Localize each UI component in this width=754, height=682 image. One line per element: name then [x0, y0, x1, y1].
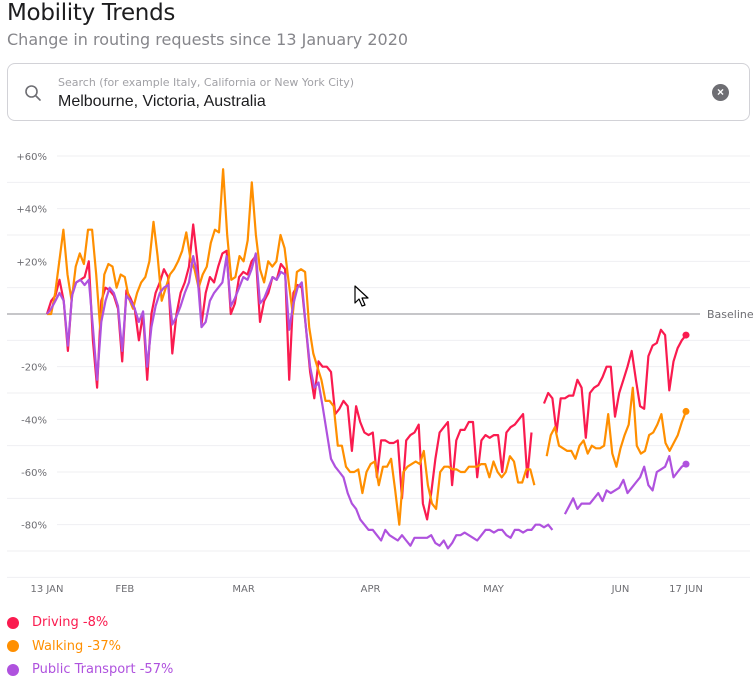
search-box[interactable]: Search (for example Italy, California or…	[7, 63, 750, 121]
y-tick-label: +40%	[16, 205, 47, 216]
series-line-walking	[545, 386, 688, 468]
page-subtitle: Change in routing requests since 13 Janu…	[7, 30, 409, 49]
search-icon	[24, 84, 42, 107]
y-tick-label: -20%	[21, 363, 47, 374]
transit-dot-icon	[7, 663, 19, 676]
y-tick-label: -80%	[21, 521, 47, 532]
series-line-driving	[542, 328, 687, 439]
walking-dot-icon	[7, 640, 19, 653]
series-end-point	[682, 331, 690, 339]
legend: Driving -8% Walking -37% Public Transpor…	[7, 611, 173, 682]
series-line-public-transport	[563, 455, 687, 515]
y-tick-label: -40%	[21, 415, 47, 426]
driving-dot-icon	[7, 616, 19, 629]
legend-item-driving[interactable]: Driving -8%	[7, 611, 173, 635]
mouse-cursor-icon	[354, 285, 370, 314]
x-tick-label: FEB	[115, 584, 134, 595]
series-lines	[45, 168, 690, 550]
series-end-point	[682, 460, 690, 468]
search-input[interactable]	[58, 93, 658, 111]
y-tick-label: +60%	[16, 152, 47, 163]
baseline-label: Baseline	[707, 308, 754, 321]
x-axis-ticks: 13 JAN FEB MAR APR MAY JUN 17 JUN	[31, 584, 703, 595]
series-line-public-transport	[46, 252, 554, 550]
series-line-driving	[45, 223, 533, 521]
legend-label-transit: Public Transport -57%	[32, 662, 174, 678]
y-axis-ticks: +60% +40% +20% -20% -40% -60% -80%	[16, 152, 47, 532]
grid-lines	[7, 155, 750, 578]
x-tick-label: 17 JUN	[669, 584, 703, 595]
page-title: Mobility Trends	[7, 0, 176, 26]
mobility-chart: +60% +40% +20% -20% -40% -60% -80% 13 JAN FEB MA…	[7, 152, 754, 595]
legend-label-walking: Walking -37%	[32, 638, 121, 654]
x-tick-label: MAY	[483, 584, 505, 595]
x-tick-label: APR	[361, 584, 381, 595]
series-end-point	[682, 407, 690, 415]
y-tick-label: -60%	[21, 468, 47, 479]
legend-item-transit[interactable]: Public Transport -57%	[7, 658, 173, 682]
legend-item-walking[interactable]: Walking -37%	[7, 635, 173, 659]
series-line-walking	[47, 168, 536, 526]
x-tick-label: MAR	[232, 584, 254, 595]
x-tick-label: JUN	[611, 584, 630, 595]
legend-label-driving: Driving -8%	[32, 615, 109, 631]
search-placeholder: Search (for example Italy, California or…	[58, 76, 355, 89]
x-tick-label: 13 JAN	[31, 584, 64, 595]
clear-icon[interactable]: ×	[712, 84, 729, 101]
y-tick-label: +20%	[16, 257, 47, 268]
